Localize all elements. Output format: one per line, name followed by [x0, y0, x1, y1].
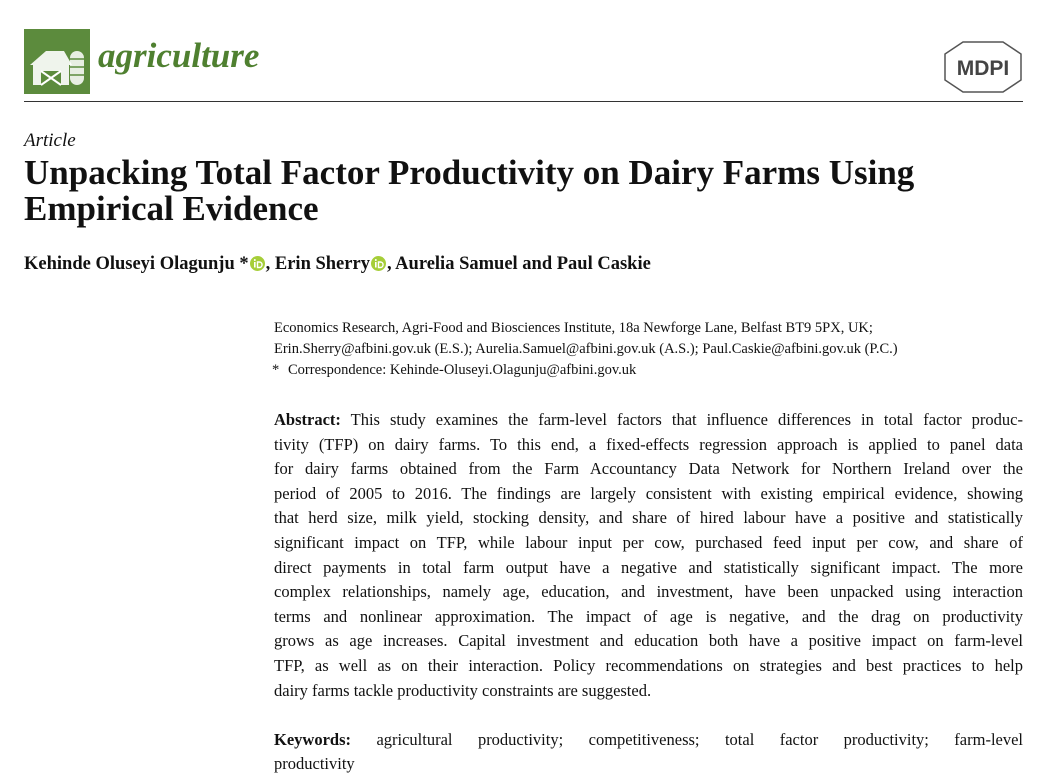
- author: , Aurelia Samuel and Paul Caskie: [386, 254, 651, 274]
- text-line: period of 2005 to 2016. The findings are…: [274, 482, 1023, 507]
- article-type: Article: [24, 130, 76, 151]
- abstract-text: terms and nonlinear approximation. The i…: [274, 606, 1023, 626]
- journal-name: agriculture: [98, 36, 260, 75]
- abstract-text: direct payments in total farm output hav…: [274, 557, 1023, 577]
- keywords-text: agricultural productivity; competitivene…: [376, 730, 1024, 749]
- text-line: Keywords: agricultural productivity; com…: [274, 728, 1023, 752]
- abstract-text: period of 2005 to 2016. The findings are…: [274, 483, 1023, 503]
- orcid-icon[interactable]: [370, 256, 386, 271]
- affiliation-line: Economics Research, Agri-Food and Biosci…: [274, 320, 873, 336]
- text-line: for dairy farms obtained from the Farm A…: [274, 457, 1023, 482]
- text-line: Abstract: This study examines the farm-l…: [274, 408, 1023, 433]
- text-line: grows as age increases. Capital investme…: [274, 629, 1023, 654]
- abstract-text: dairy farms tackle productivity constrai…: [274, 680, 652, 700]
- abstract-text: This study examines the farm-level facto…: [350, 410, 1023, 429]
- keywords-label: Keywords:: [274, 730, 351, 749]
- abstract-text: TFP, as well as on their interaction. Po…: [274, 656, 1023, 675]
- text-line: productivity: [274, 752, 1023, 776]
- abstract-text: tivity (TFP) on dairy farms. To this end…: [274, 434, 1023, 454]
- publisher-logo: MDPI: [944, 41, 1022, 93]
- title-line: Empirical Evidence: [24, 189, 319, 228]
- journal-logo: [24, 29, 90, 94]
- publisher-name: MDPI: [957, 57, 1010, 80]
- text-line: tivity (TFP) on dairy farms. To this end…: [274, 433, 1023, 458]
- text-line: TFP, as well as on their interaction. Po…: [274, 654, 1023, 679]
- text-line: complex relationships, namely age, educa…: [274, 580, 1023, 605]
- text-line: that herd size, milk yield, stocking den…: [274, 506, 1023, 531]
- correspondence: Correspondence: Kehinde-Oluseyi.Olagunju…: [288, 362, 637, 378]
- abstract-text: significant impact on TFP, while labour …: [274, 533, 1023, 552]
- affiliation-line: Erin.Sherry@afbini.gov.uk (E.S.); Aureli…: [274, 341, 898, 357]
- title-line: Unpacking Total Factor Productivity on D…: [24, 153, 915, 192]
- author: , Erin Sherry: [265, 254, 370, 274]
- author: Kehinde Oluseyi Olagunju *: [24, 254, 249, 274]
- abstract-text: for dairy farms obtained from the Farm A…: [274, 459, 1023, 479]
- text-line: significant impact on TFP, while labour …: [274, 531, 1023, 556]
- abstract-text: grows as age increases. Capital investme…: [274, 631, 1023, 651]
- authors: Kehinde Oluseyi Olagunju * , Erin Sherry,…: [24, 254, 651, 275]
- keywords-text: productivity: [274, 753, 355, 773]
- text-line: terms and nonlinear approximation. The i…: [274, 605, 1023, 630]
- orcid-icon[interactable]: [249, 256, 265, 271]
- abstract-text: that herd size, milk yield, stocking den…: [274, 508, 1023, 528]
- abstract-label: Abstract:: [274, 410, 341, 429]
- text-line: direct payments in total farm output hav…: [274, 556, 1023, 581]
- correspondence-marker: *: [272, 362, 280, 378]
- text-line: dairy farms tackle productivity constrai…: [274, 679, 1023, 704]
- abstract-text: complex relationships, namely age, educa…: [274, 582, 1023, 602]
- header-rule: [24, 101, 1023, 102]
